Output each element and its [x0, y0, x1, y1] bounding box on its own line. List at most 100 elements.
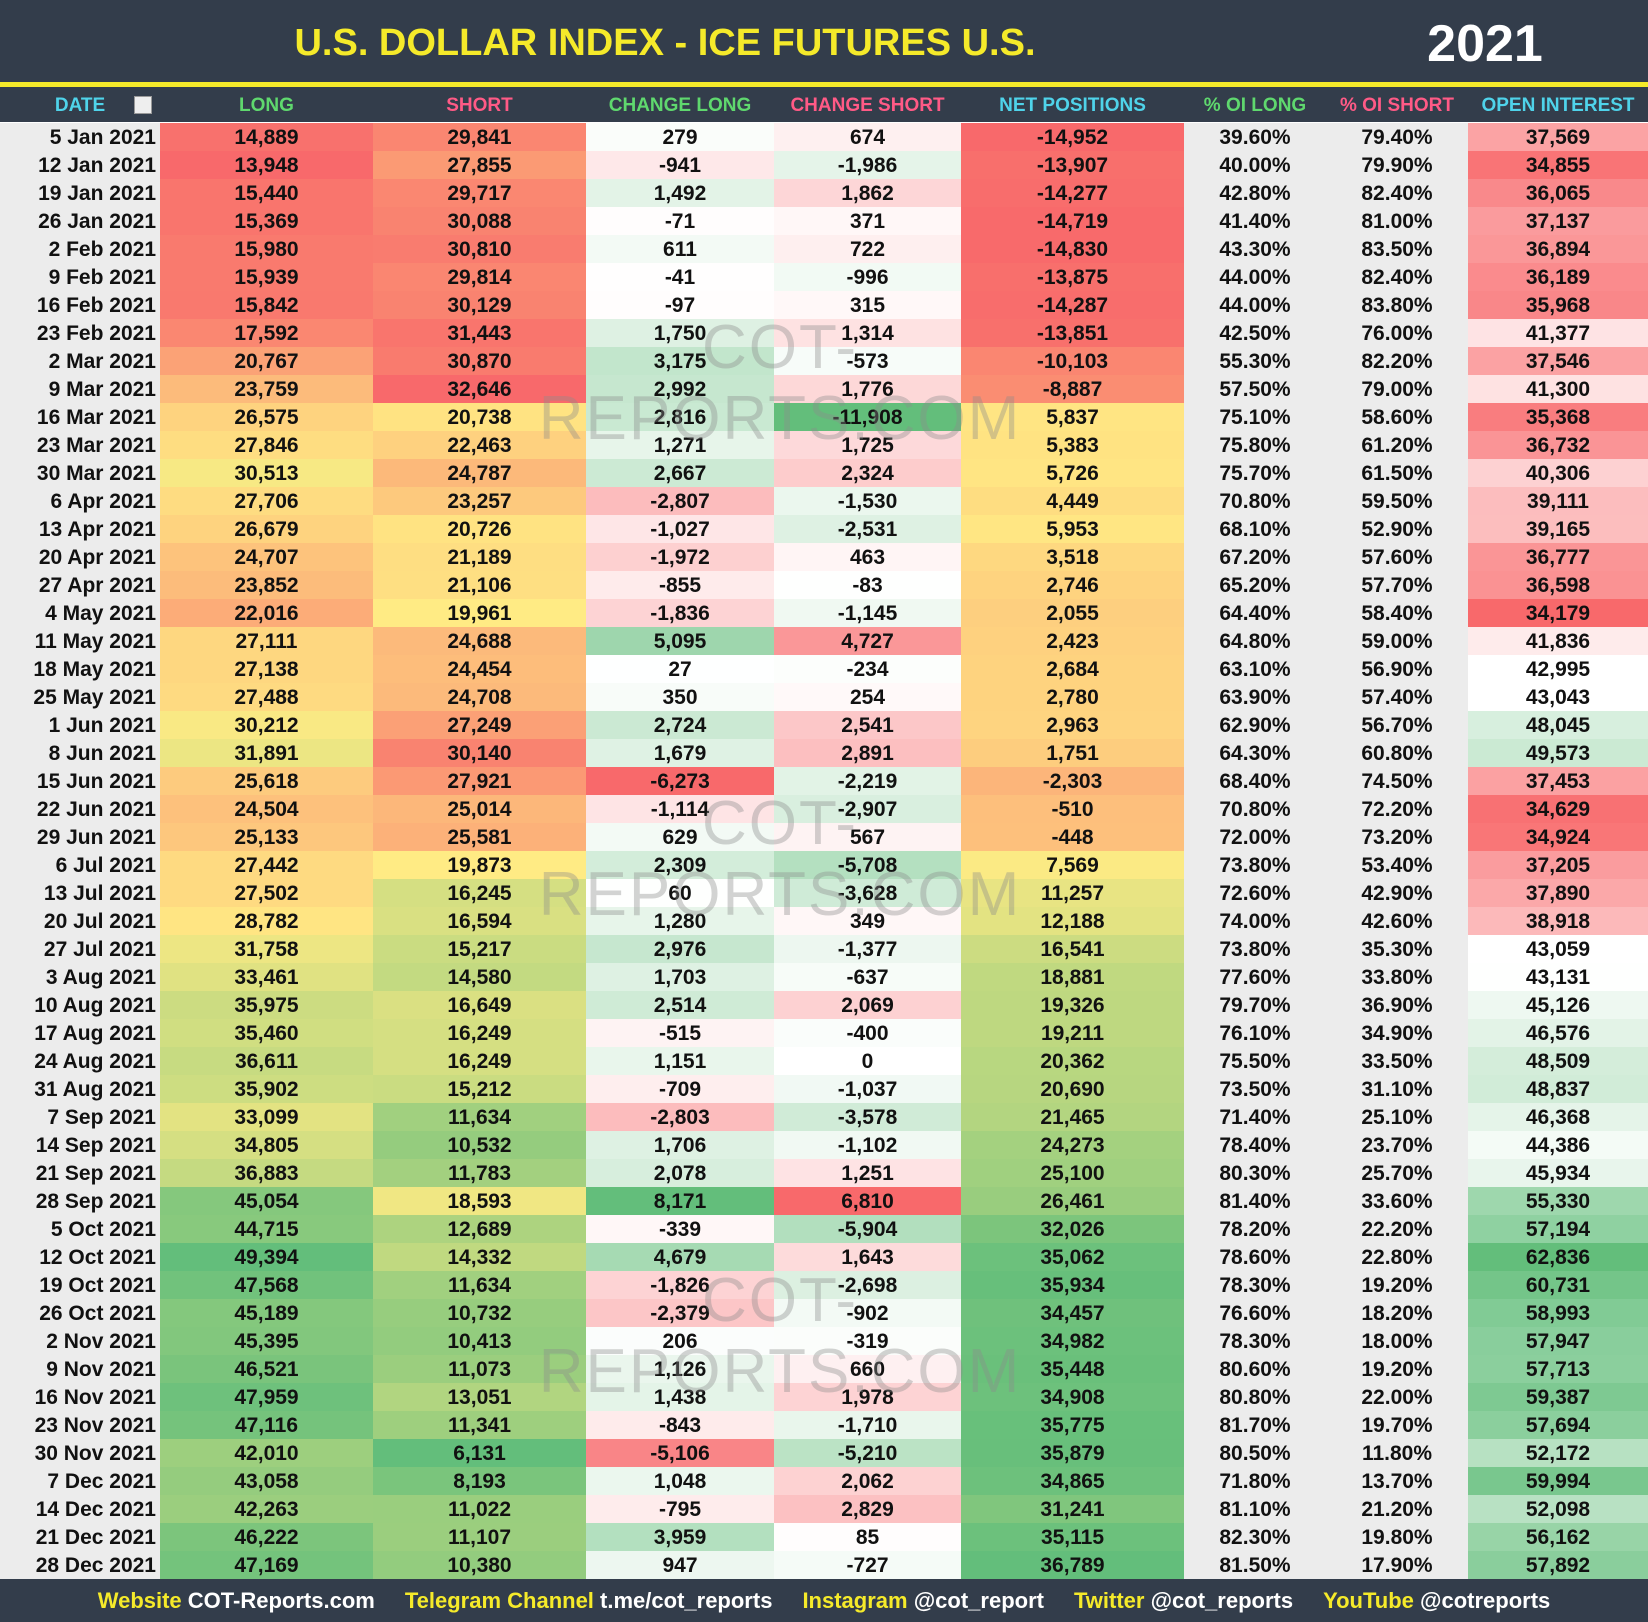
cell: 21,106	[373, 571, 586, 599]
cell: 25.70%	[1326, 1159, 1468, 1187]
cell: -941	[586, 151, 774, 179]
cell: 65.20%	[1184, 571, 1326, 599]
cell: 349	[774, 907, 961, 935]
table-row: 26 Oct 2021 45,189 10,732 -2,379 -902 34,457 7…	[0, 1299, 1648, 1327]
cell: 49,573	[1468, 739, 1648, 767]
cell: 33.50%	[1326, 1047, 1468, 1075]
cell: 76.60%	[1184, 1299, 1326, 1327]
cell: -795	[586, 1495, 774, 1523]
footer-label[interactable]: YouTube	[1323, 1587, 1414, 1613]
cell: 83.50%	[1326, 235, 1468, 263]
cell: 10,380	[373, 1551, 586, 1579]
cell: 674	[774, 123, 961, 151]
date-cell: 27 Jul 2021	[0, 935, 160, 963]
cell: 35,368	[1468, 403, 1648, 431]
cell: 43.30%	[1184, 235, 1326, 263]
cell: 27,488	[160, 683, 373, 711]
cell: 19,326	[961, 991, 1184, 1019]
cell: -97	[586, 291, 774, 319]
cell: 78.30%	[1184, 1271, 1326, 1299]
table-row: 6 Apr 2021 27,706 23,257 -2,807 -1,530 4,449 7…	[0, 487, 1648, 515]
cell: 41.40%	[1184, 207, 1326, 235]
cell: 57,713	[1468, 1355, 1648, 1383]
table-row: 28 Dec 2021 47,169 10,380 947 -727 36,789 81.5…	[0, 1551, 1648, 1579]
cell: 37,569	[1468, 123, 1648, 151]
footer-label[interactable]: Instagram	[802, 1587, 908, 1613]
cell: 81.40%	[1184, 1187, 1326, 1215]
cell: 1,706	[586, 1131, 774, 1159]
cell: 629	[586, 823, 774, 851]
cell: 75.50%	[1184, 1047, 1326, 1075]
cell: 56.70%	[1326, 711, 1468, 739]
title: U.S. DOLLAR INDEX - ICE FUTURES U.S.	[294, 22, 1036, 64]
cell: 64.80%	[1184, 627, 1326, 655]
cell: -902	[774, 1299, 961, 1327]
cell: 19,211	[961, 1019, 1184, 1047]
cell: 2,309	[586, 851, 774, 879]
cell: 22,016	[160, 599, 373, 627]
table-row: 20 Jul 2021 28,782 16,594 1,280 349 12,188 74.…	[0, 907, 1648, 935]
cell: 24,504	[160, 795, 373, 823]
footer-value[interactable]: @cotreports	[1420, 1587, 1551, 1613]
cell: 17,592	[160, 319, 373, 347]
date-cell: 15 Jun 2021	[0, 767, 160, 795]
cell: -1,530	[774, 487, 961, 515]
cell: 25,581	[373, 823, 586, 851]
cell: 57,892	[1468, 1551, 1648, 1579]
table-row: 3 Aug 2021 33,461 14,580 1,703 -637 18,881 77.…	[0, 963, 1648, 991]
cell: 78.30%	[1184, 1327, 1326, 1355]
date-cell: 16 Nov 2021	[0, 1383, 160, 1411]
cell: 14,580	[373, 963, 586, 991]
cell: -14,719	[961, 207, 1184, 235]
cell: 60.80%	[1326, 739, 1468, 767]
cell: -1,972	[586, 543, 774, 571]
cell: 29,717	[373, 179, 586, 207]
cell: 30,129	[373, 291, 586, 319]
cell: 34,908	[961, 1383, 1184, 1411]
table-row: 26 Jan 2021 15,369 30,088 -71 371 -14,719 41.4…	[0, 207, 1648, 235]
cell: 1,151	[586, 1047, 774, 1075]
footer-value[interactable]: t.me/cot_reports	[600, 1587, 773, 1613]
cell: 11,107	[373, 1523, 586, 1551]
cell: 46,222	[160, 1523, 373, 1551]
footer-label[interactable]: Twitter	[1073, 1587, 1145, 1613]
footer-label[interactable]: Telegram Channel	[404, 1587, 594, 1613]
cell: 15,217	[373, 935, 586, 963]
cell: 62.90%	[1184, 711, 1326, 739]
footer-link[interactable]: Twitter @cot_reports	[1074, 1588, 1293, 1614]
cell: 2,780	[961, 683, 1184, 711]
cell: 25,100	[961, 1159, 1184, 1187]
filter-icon[interactable]	[134, 96, 152, 114]
footer-value[interactable]: COT-Reports.com	[187, 1587, 375, 1613]
table-row: 4 May 2021 22,016 19,961 -1,836 -1,145 2,055 6…	[0, 599, 1648, 627]
cell: 34,924	[1468, 823, 1648, 851]
footer-link[interactable]: YouTube @cotreports	[1323, 1588, 1550, 1614]
cell: 1,751	[961, 739, 1184, 767]
cell: 45,395	[160, 1327, 373, 1355]
cell: 33,461	[160, 963, 373, 991]
footer-value[interactable]: @cot_report	[913, 1587, 1044, 1613]
cell: 35,902	[160, 1075, 373, 1103]
cell: 10,732	[373, 1299, 586, 1327]
column-header[interactable]: DATE	[0, 87, 160, 125]
cell: 70.80%	[1184, 795, 1326, 823]
footer-link[interactable]: Website COT-Reports.com	[98, 1588, 375, 1614]
cell: 18,881	[961, 963, 1184, 991]
cell: 45,934	[1468, 1159, 1648, 1187]
cell: 16,541	[961, 935, 1184, 963]
footer-value[interactable]: @cot_reports	[1150, 1587, 1294, 1613]
cell: 58.40%	[1326, 599, 1468, 627]
cell: 80.60%	[1184, 1355, 1326, 1383]
footer-link[interactable]: Telegram Channel t.me/cot_reports	[405, 1588, 773, 1614]
date-cell: 26 Jan 2021	[0, 207, 160, 235]
footer-label[interactable]: Website	[97, 1587, 182, 1613]
cell: 22.00%	[1326, 1383, 1468, 1411]
footer-link[interactable]: Instagram @cot_report	[802, 1588, 1044, 1614]
cell: 39.60%	[1184, 123, 1326, 151]
cell: 11,634	[373, 1103, 586, 1131]
cell: 12,689	[373, 1215, 586, 1243]
date-cell: 7 Dec 2021	[0, 1467, 160, 1495]
cell: 11,634	[373, 1271, 586, 1299]
cell: 2,423	[961, 627, 1184, 655]
